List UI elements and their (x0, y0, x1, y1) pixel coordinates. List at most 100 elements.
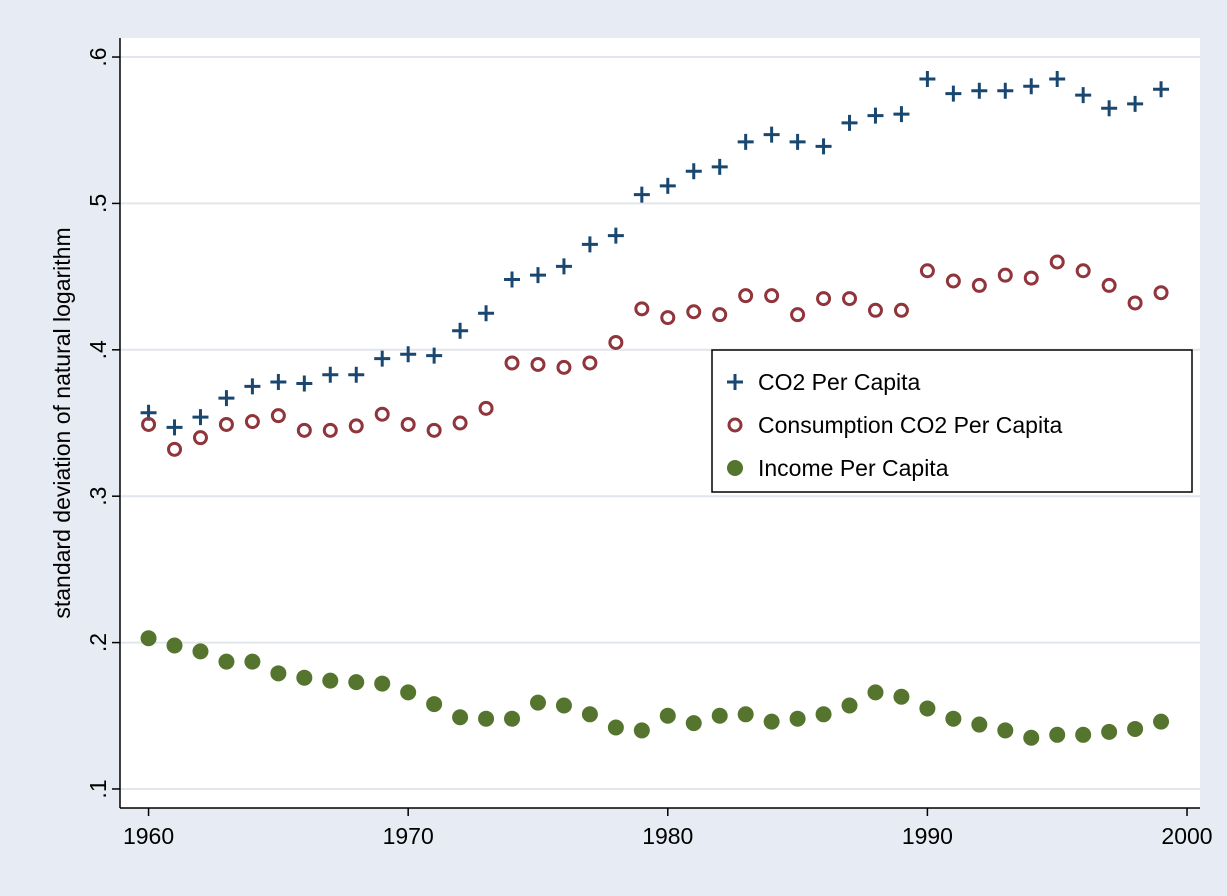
hollow-circle-marker (244, 414, 260, 430)
hollow-circle-marker (790, 307, 806, 323)
y-tick-label: .5 (85, 194, 111, 213)
hollow-circle-marker (842, 291, 858, 307)
y-tick-label: .2 (85, 633, 111, 652)
plus-stroke (737, 133, 754, 150)
plus-marker (504, 271, 521, 288)
plus-marker (893, 106, 910, 123)
hollow-circle-marker (400, 416, 416, 432)
circle-marker (841, 697, 858, 714)
legend-label: CO2 Per Capita (758, 369, 921, 395)
plus-marker (867, 107, 884, 124)
hollow-circle-marker (348, 418, 364, 434)
plus-marker (659, 177, 676, 194)
circle-marker (711, 707, 728, 724)
plus-stroke (1023, 78, 1040, 95)
circle-marker (270, 665, 287, 682)
circle-marker (659, 707, 676, 724)
hollow-circle-marker (1153, 285, 1169, 301)
circle-marker (192, 643, 209, 660)
plus-stroke (348, 366, 365, 383)
circle-marker (1023, 729, 1040, 746)
plus-stroke (607, 227, 624, 244)
plus-marker (1101, 100, 1118, 117)
plus-stroke (244, 378, 261, 395)
circle-marker (218, 653, 235, 670)
plus-marker (374, 350, 391, 367)
plus-stroke (1101, 100, 1118, 117)
plus-stroke (841, 114, 858, 131)
plus-marker (1049, 70, 1066, 87)
hollow-circle-marker (608, 334, 624, 350)
plus-stroke (1049, 70, 1066, 87)
hollow-circle-marker (893, 302, 909, 318)
hollow-circle-marker (270, 408, 286, 424)
y-axis-label: standard deviation of natural logarithm (49, 227, 75, 618)
plus-marker (452, 322, 469, 339)
hollow-circle-marker (867, 302, 883, 318)
plus-stroke (997, 82, 1014, 99)
y-tick-label: .6 (85, 47, 111, 66)
circle-marker (971, 716, 988, 733)
legend: CO2 Per Capita Consumption CO2 Per Capita… (711, 349, 1193, 493)
plus-marker (1075, 87, 1092, 104)
hollow-circle-marker (738, 288, 754, 304)
hollow-circle-marker (426, 422, 442, 438)
circle-marker (1153, 713, 1170, 730)
plus-stroke (789, 133, 806, 150)
hollow-circle-marker (218, 416, 234, 432)
plus-marker (607, 227, 624, 244)
plus-stroke (633, 186, 650, 203)
x-tick-label: 1980 (642, 823, 693, 849)
circle-marker (997, 722, 1014, 739)
hollow-circle-marker (530, 356, 546, 372)
plus-marker (1127, 95, 1144, 112)
legend-label: Consumption CO2 Per Capita (758, 412, 1062, 438)
plus-stroke (581, 236, 598, 253)
plus-stroke (400, 346, 417, 363)
circle-marker (296, 669, 313, 686)
hollow-circle-marker (919, 263, 935, 279)
circle-marker (529, 694, 546, 711)
hollow-circle-marker (686, 304, 702, 320)
plus-stroke (504, 271, 521, 288)
circle-marker (1127, 720, 1144, 737)
hollow-circle-marker (945, 273, 961, 289)
hollow-circle-marker (478, 400, 494, 416)
hollow-circle-marker (296, 422, 312, 438)
circle-marker (244, 653, 261, 670)
plus-stroke (166, 419, 183, 436)
circle-marker (737, 706, 754, 723)
hollow-circle-marker (816, 291, 832, 307)
circle-marker (945, 710, 962, 727)
hollow-circle-marker (452, 415, 468, 431)
plus-stroke (322, 366, 339, 383)
circle-marker (322, 672, 339, 689)
plus-marker (296, 375, 313, 392)
circle-marker (607, 719, 624, 736)
circle-marker (867, 684, 884, 701)
circle-marker (893, 688, 910, 705)
hollow-circle-marker (971, 277, 987, 293)
circle-marker (727, 460, 743, 476)
plus-stroke (867, 107, 884, 124)
hollow-circle-marker (322, 422, 338, 438)
circle-marker (919, 700, 936, 717)
plus-stroke (815, 138, 832, 155)
circle-marker (815, 706, 832, 723)
plus-stroke (893, 106, 910, 123)
circle-marker (426, 696, 443, 713)
circle-marker (1049, 726, 1066, 743)
plus-marker (400, 346, 417, 363)
circle-marker (1101, 723, 1118, 740)
plus-stroke (192, 409, 209, 426)
plus-marker (555, 258, 572, 275)
plus-marker (919, 70, 936, 87)
plus-stroke (478, 305, 495, 322)
plus-stroke (711, 158, 728, 175)
plus-stroke (919, 70, 936, 87)
plus-stroke (452, 322, 469, 339)
plus-marker (789, 133, 806, 150)
plus-stroke (685, 163, 702, 180)
plus-marker (426, 347, 443, 364)
hollow-circle-marker (1075, 263, 1091, 279)
